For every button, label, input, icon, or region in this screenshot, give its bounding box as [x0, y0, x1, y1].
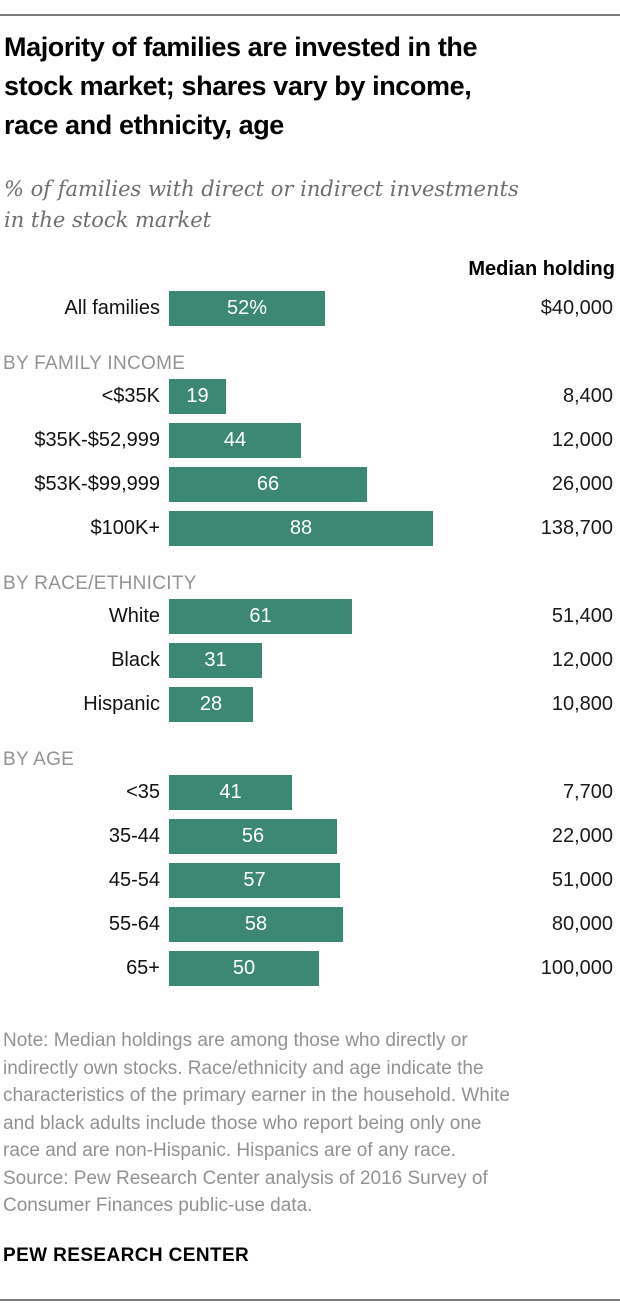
bar-value-label: 19	[186, 385, 209, 407]
bar: 57	[169, 863, 340, 898]
category-label: Black	[111, 649, 160, 671]
bar-value-label: 58	[244, 913, 268, 935]
pew-research-center-wordmark: PEW RESEARCH CENTER	[3, 1245, 250, 1266]
bar-value-label: 44	[223, 429, 247, 451]
bar: 88	[169, 511, 433, 546]
median-value: 80,000	[551, 913, 613, 935]
top-rule	[0, 14, 620, 16]
bar-row: $100K+ 88 138,700	[0, 511, 620, 546]
section-label: BY RACE/ETHNICITY	[3, 573, 197, 594]
bar-row: 55-64 58 80,000	[0, 907, 620, 942]
bar: 41	[169, 775, 292, 810]
median-value: 7,700	[562, 781, 613, 803]
bar-row: All families 52% $40,000	[0, 291, 620, 326]
median-value: 10,800	[551, 693, 613, 715]
bar: 31	[169, 643, 262, 678]
section-label: BY FAMILY INCOME	[3, 353, 186, 374]
bar-value-label: 61	[249, 605, 272, 627]
bar-row: Black 31 12,000	[0, 643, 620, 678]
bar-row: Hispanic 28 10,800	[0, 687, 620, 722]
bar-row: $53K-$99,999 66 26,000	[0, 467, 620, 502]
note-and-source-text: Note: Median holdings are among those wh…	[3, 1030, 510, 1216]
chart-title: Majority of families are invested in the…	[4, 32, 478, 140]
bar-value-label: 56	[241, 825, 265, 847]
bar-value-label: 28	[199, 693, 223, 715]
bar: 50	[169, 951, 319, 986]
bar-value-label: 41	[219, 781, 242, 803]
bar-value-label: 50	[232, 957, 256, 979]
median-value: 12,000	[551, 429, 613, 451]
category-label: 65+	[126, 957, 160, 979]
bar-value-label: 31	[204, 649, 227, 671]
bar-value-label: 52%	[226, 297, 268, 319]
median-holding-column-header: Median holding	[468, 258, 615, 280]
bar-chart: All families 52% $40,000 BY FAMILY INCOM…	[0, 291, 620, 995]
bar-value-label: 88	[289, 517, 313, 539]
category-label: 35-44	[108, 825, 160, 847]
median-value: 100,000	[540, 957, 613, 979]
bar: 66	[169, 467, 367, 502]
median-value: 8,400	[562, 385, 613, 407]
bar-value-label: 57	[243, 869, 266, 891]
bar-row: White 61 51,400	[0, 599, 620, 634]
bar: 19	[169, 379, 226, 414]
bar-row: <$35K 19 8,400	[0, 379, 620, 414]
category-label: White	[108, 605, 160, 627]
section-label: BY AGE	[3, 749, 75, 770]
median-value: 138,700	[540, 517, 613, 539]
bar-row: $35K-$52,999 44 12,000	[0, 423, 620, 458]
bar: 61	[169, 599, 352, 634]
bar: 44	[169, 423, 301, 458]
category-label: $53K-$99,999	[34, 473, 160, 495]
bar: 58	[169, 907, 343, 942]
category-label: <$35K	[101, 385, 160, 407]
median-value: $40,000	[540, 297, 613, 319]
category-label: $35K-$52,999	[34, 429, 160, 451]
chart-subtitle: % of families with direct or indirect in…	[4, 177, 519, 232]
median-value: 12,000	[551, 649, 613, 671]
bar-row: 65+ 50 100,000	[0, 951, 620, 986]
median-value: 51,000	[551, 869, 613, 891]
median-value: 26,000	[551, 473, 613, 495]
bar: 52%	[169, 291, 325, 326]
category-label: <35	[126, 781, 160, 803]
bar-row: 45-54 57 51,000	[0, 863, 620, 898]
category-label: $100K+	[90, 517, 160, 539]
median-value: 51,400	[551, 605, 613, 627]
bar-row: <35 41 7,700	[0, 775, 620, 810]
category-label: All families	[64, 297, 160, 319]
bar: 28	[169, 687, 253, 722]
bar-value-label: 66	[256, 473, 280, 495]
category-label: 45-54	[108, 869, 160, 891]
bar-row: 35-44 56 22,000	[0, 819, 620, 854]
bar: 56	[169, 819, 337, 854]
median-value: 22,000	[551, 825, 613, 847]
bottom-rule	[0, 1299, 620, 1301]
category-label: 55-64	[108, 913, 160, 935]
category-label: Hispanic	[83, 693, 160, 715]
